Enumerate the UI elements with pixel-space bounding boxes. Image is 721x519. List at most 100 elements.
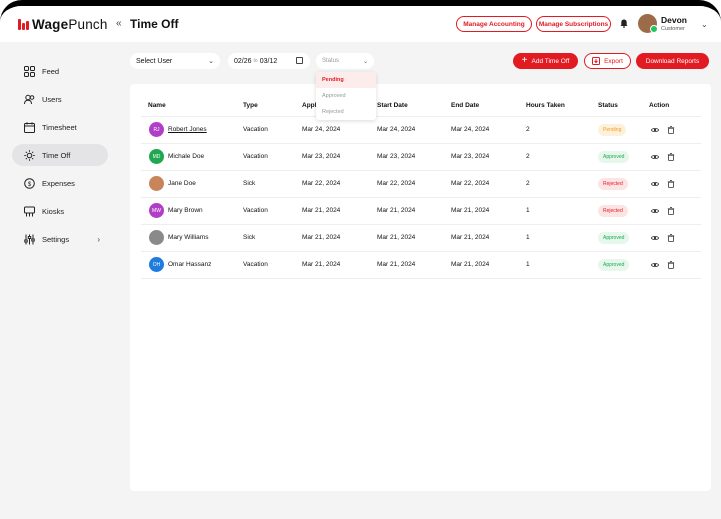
user-avatar[interactable] [638,14,658,33]
top-header: WagePunch « Time Off Manage Accounting M… [0,6,721,42]
export-icon [592,57,601,65]
leave-type: Sick [243,180,256,187]
expenses-icon: $ [24,177,35,189]
employee-name: Mary Brown [168,207,203,214]
employee-name[interactable]: Robert Jones [168,126,207,133]
plus-icon: + [521,55,528,66]
trash-icon[interactable] [667,153,675,161]
status-placeholder: Status [322,58,340,64]
sidebar-item-label: Users [42,94,62,104]
eye-icon[interactable] [651,261,659,269]
status-option-approved[interactable]: Approved [322,93,346,99]
table-row[interactable]: MD Michale Doe Vacation Mar 23, 2024 Mar… [141,143,701,170]
chevron-down-icon: ⌄ [208,58,214,65]
avatar: MD [149,149,164,164]
wagepunch-logo[interactable]: WagePunch [18,17,108,32]
sidebar-item-timesheet[interactable]: Timesheet [12,116,108,138]
sidebar-item-label: Settings [42,234,70,244]
timesheet-icon [24,121,35,133]
logo-text: WagePunch [32,17,108,32]
sidebar: Feed Users Timesheet Time Off $ Expenses… [0,42,120,519]
add-time-off-button[interactable]: + Add Time Off [513,53,578,69]
column-header-applied: Appl [302,102,317,109]
trash-icon[interactable] [667,180,675,188]
end-date: Mar 21, 2024 [451,261,490,268]
date-range-picker[interactable]: 02/26 to 03/12 [228,53,310,69]
hours-taken: 1 [526,261,530,268]
manage-subscriptions-button[interactable]: Manage Subscriptions [536,16,611,32]
trash-icon[interactable] [667,234,675,242]
users-icon [24,94,35,104]
column-header-end-date: End Date [451,102,480,109]
select-user-dropdown[interactable]: Select User ⌄ [130,53,220,69]
table-row[interactable]: OH Omar Hassanz Vacation Mar 21, 2024 Ma… [141,251,701,278]
sidebar-item-feed[interactable]: Feed [12,60,108,82]
trash-icon[interactable] [667,126,675,134]
eye-icon[interactable] [651,126,659,134]
sidebar-item-time-off[interactable]: Time Off [12,144,108,166]
start-date: Mar 24, 2024 [377,126,416,133]
end-date: Mar 21, 2024 [451,234,490,241]
sidebar-item-label: Timesheet [42,122,77,132]
employee-name: Jane Doe [168,180,196,187]
table-row[interactable]: MW Mary Brown Vacation Mar 21, 2024 Mar … [141,197,701,224]
applied-date: Mar 24, 2024 [302,126,341,133]
end-date: Mar 21, 2024 [451,207,490,214]
status-option-rejected[interactable]: Rejected [322,109,344,115]
settings-icon [24,234,35,244]
sun-icon [24,149,35,161]
avatar [149,230,164,245]
trash-icon[interactable] [667,261,675,269]
leave-type: Vacation [243,261,268,268]
trash-icon[interactable] [667,207,675,215]
grid-icon [24,65,35,77]
table-row[interactable]: Jane Doe Sick Mar 22, 2024 Mar 22, 2024 … [141,170,701,197]
leave-type: Vacation [243,207,268,214]
hours-taken: 2 [526,180,530,187]
table-row[interactable]: RJ Robert Jones Vacation Mar 24, 2024 Ma… [141,116,701,143]
user-name: Devon [661,15,687,25]
status-badge: Rejected [598,205,628,217]
sidebar-item-expenses[interactable]: $ Expenses [12,172,108,194]
sidebar-item-label: Feed [42,66,60,76]
eye-icon[interactable] [651,234,659,242]
kiosk-icon [24,206,35,216]
chevron-right-icon: › [97,234,100,244]
column-header-status: Status [598,102,618,109]
select-user-label: Select User [136,57,173,65]
end-date: Mar 22, 2024 [451,180,490,187]
hours-taken: 1 [526,234,530,241]
start-date: Mar 21, 2024 [377,234,416,241]
sidebar-item-users[interactable]: Users [12,88,108,110]
manage-accounting-button[interactable]: Manage Accounting [456,16,532,32]
hours-taken: 2 [526,153,530,160]
bell-icon[interactable] [620,19,628,28]
table-row[interactable]: Mary Williams Sick Mar 21, 2024 Mar 21, … [141,224,701,251]
eye-icon[interactable] [651,207,659,215]
eye-icon[interactable] [651,153,659,161]
sidebar-item-settings[interactable]: Settings › [12,228,108,250]
status-filter-select[interactable]: Status ⌄ [316,53,374,69]
page-title: Time Off [130,17,179,31]
column-header-action: Action [649,102,670,109]
export-button[interactable]: Export [584,53,631,69]
status-option-pending[interactable]: Pending [316,72,376,88]
start-date: Mar 21, 2024 [377,261,416,268]
download-reports-button[interactable]: Download Reports [636,53,709,69]
chevron-down-icon[interactable]: ⌄ [701,20,708,29]
status-badge: Rejected [598,178,628,190]
avatar [149,176,164,191]
employee-name: Michale Doe [168,153,205,160]
sidebar-item-kiosks[interactable]: Kiosks [12,200,108,222]
user-role: Customer [661,26,685,32]
column-header-type: Type [243,102,258,109]
applied-date: Mar 21, 2024 [302,234,341,241]
svg-text:$: $ [28,181,32,187]
sidebar-item-label: Kiosks [42,206,65,216]
eye-icon[interactable] [651,180,659,188]
end-date: Mar 24, 2024 [451,126,490,133]
hours-taken: 2 [526,126,530,133]
hours-taken: 1 [526,207,530,214]
date-from: 02/26 [234,57,252,65]
collapse-sidebar-icon[interactable]: « [116,18,122,29]
